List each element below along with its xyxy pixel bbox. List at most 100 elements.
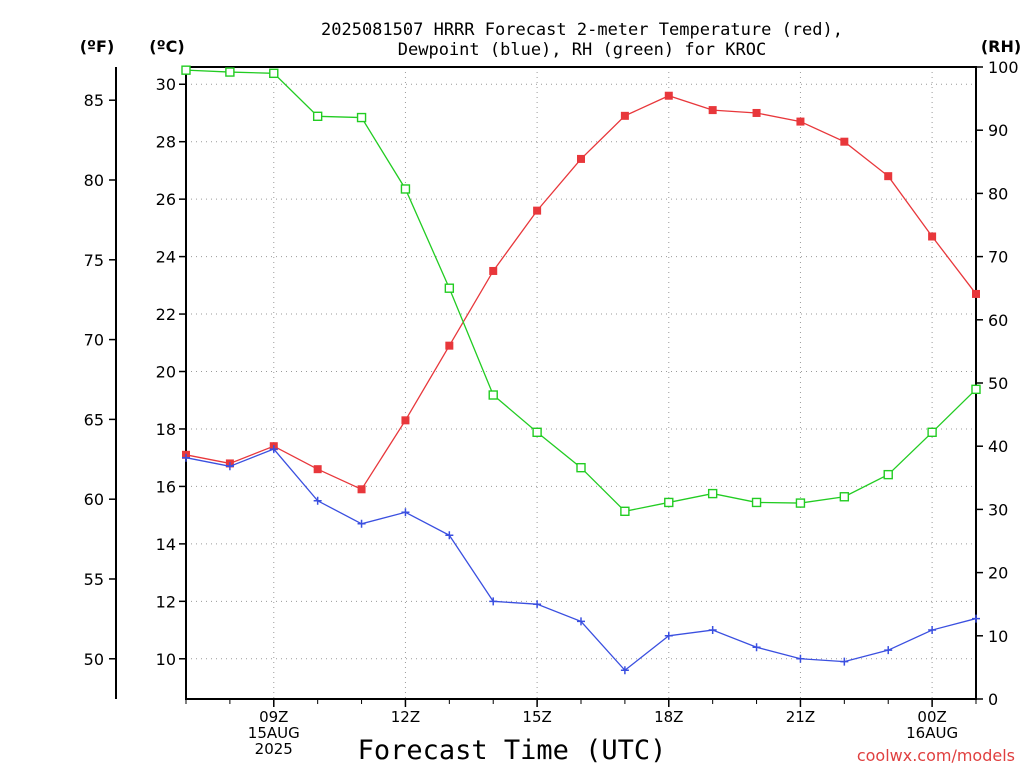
dewpoint-point <box>840 657 849 666</box>
celsius-tick-label: 10 <box>156 650 176 669</box>
dewpoint-point <box>401 508 410 517</box>
dewpoint-point <box>225 462 234 471</box>
rh-tick-label: 70 <box>988 248 1008 267</box>
chart-title-line-2: Dewpoint (blue), RH (green) for KROC <box>398 40 766 60</box>
dewpoint-point <box>928 626 937 635</box>
rh-point <box>356 112 367 123</box>
dewpoint-point <box>313 496 322 505</box>
celsius-tick-label: 28 <box>156 133 176 152</box>
dewpoint-point <box>752 643 761 652</box>
rh-point <box>620 506 630 516</box>
fahrenheit-tick-label: 85 <box>84 91 104 110</box>
celsius-tick-label: 26 <box>156 190 176 209</box>
temperature-point <box>796 117 805 126</box>
data-series <box>181 65 981 675</box>
rh-tick-label: 90 <box>988 121 1008 140</box>
temperature-point <box>533 206 542 215</box>
dewpoint-point <box>796 654 805 663</box>
celsius-tick-label: 12 <box>156 592 176 611</box>
dewpoint-line <box>185 448 977 672</box>
x-tick-label: 15AUG <box>248 724 300 742</box>
dewpoint-point <box>357 519 366 528</box>
fahrenheit-tick-label: 50 <box>84 650 104 669</box>
dewpoint-point <box>182 453 190 462</box>
temperature-point <box>445 341 454 350</box>
x-tick-label: 00Z <box>917 708 946 726</box>
temperature-point <box>664 91 673 100</box>
celsius-tick-label: 16 <box>156 477 176 496</box>
celsius-tick-label: 22 <box>156 305 176 324</box>
temperature-point <box>884 172 893 181</box>
dewpoint-point <box>620 666 629 675</box>
rh-tick-label: 30 <box>988 500 1008 519</box>
dewpoint-point <box>445 531 454 540</box>
rh-tick-label: 0 <box>988 690 998 709</box>
x-tick-label: 12Z <box>391 708 420 726</box>
axes <box>115 66 977 700</box>
x-tick-label: 21Z <box>786 708 815 726</box>
rh-tick-label: 40 <box>988 437 1008 456</box>
rh-tick-label: 50 <box>988 374 1008 393</box>
dewpoint-point <box>884 646 893 655</box>
celsius-tick-label: 24 <box>156 248 176 267</box>
celsius-tick-label: 14 <box>156 535 176 554</box>
temperature-point <box>401 416 410 425</box>
rh-point <box>444 283 455 293</box>
dewpoint-point <box>577 617 585 626</box>
temperature-point <box>972 289 980 298</box>
temperature-point <box>313 465 322 474</box>
rh-point <box>400 184 411 194</box>
celsius-tick-label: 30 <box>156 75 176 94</box>
rh-point <box>707 488 718 499</box>
dewpoint-point <box>708 626 717 635</box>
temperature-point <box>840 137 849 146</box>
chart-title-line-1: 2025081507 HRRR Forecast 2-meter Tempera… <box>321 20 843 40</box>
fahrenheit-unit-label: (ºF) <box>80 37 115 56</box>
fahrenheit-tick-label: 55 <box>84 570 104 589</box>
dewpoint-point <box>972 614 980 623</box>
rh-point <box>269 68 279 79</box>
fahrenheit-tick-label: 70 <box>84 331 104 350</box>
dewpoint-point <box>533 600 542 609</box>
celsius-tick-label: 18 <box>156 420 176 439</box>
rh-point <box>971 384 981 395</box>
fahrenheit-tick-label: 65 <box>84 410 104 429</box>
temperature-point <box>489 266 498 275</box>
rh-point <box>225 67 235 77</box>
tick-labels: 10 12 14 16 18 20 22 24 26 28 30 50 55 60 65 70 75 80 85 0 1… <box>84 58 1019 758</box>
x-tick-label: 16AUG <box>906 724 958 742</box>
rh-unit-label: (RH) <box>981 37 1021 56</box>
x-tick-label: 15Z <box>522 708 551 726</box>
temperature-line <box>185 95 977 491</box>
fahrenheit-tick-label: 75 <box>84 251 104 270</box>
rh-point <box>751 497 762 508</box>
rh-point <box>927 427 937 437</box>
dewpoint-point <box>664 631 673 640</box>
rh-point <box>664 497 674 508</box>
grid-lines <box>186 67 976 699</box>
rh-tick-label: 60 <box>988 311 1008 330</box>
x-tick-label: 2025 <box>255 740 293 758</box>
temperature-point <box>928 232 937 241</box>
temperature-point <box>577 154 585 163</box>
rh-point <box>576 462 586 473</box>
celsius-tick-label: 20 <box>156 363 176 382</box>
rh-tick-label: 20 <box>988 564 1008 583</box>
rh-point <box>532 427 542 437</box>
rh-point <box>795 498 806 508</box>
rh-tick-label: 80 <box>988 184 1008 203</box>
temperature-point <box>620 111 629 120</box>
rh-point <box>312 111 323 121</box>
x-tick-label: 18Z <box>654 708 683 726</box>
temperature-point <box>708 106 717 115</box>
rh-tick-label: 100 <box>988 58 1019 77</box>
celsius-unit-label: (ºC) <box>149 37 184 56</box>
rh-line <box>185 69 977 513</box>
fahrenheit-tick-label: 80 <box>84 171 104 190</box>
dewpoint-point <box>489 597 498 606</box>
rh-point <box>181 65 191 75</box>
rh-point <box>839 492 850 502</box>
x-tick-label: 09Z <box>259 708 288 726</box>
source-credit: coolwx.com/models <box>857 746 1015 765</box>
